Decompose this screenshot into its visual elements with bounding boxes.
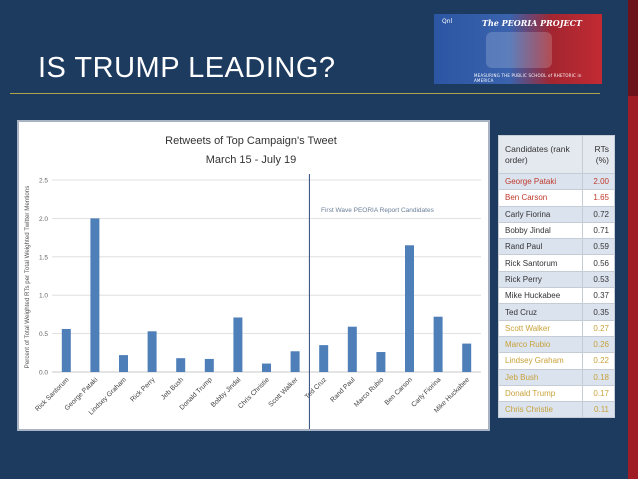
bar: [347, 326, 357, 372]
candidate-rt-value: 0.22: [581, 352, 616, 370]
candidate-rt-value: 0.17: [581, 384, 616, 403]
candidate-name: Rick Santorum: [498, 254, 583, 272]
candidate-rt-value: 0.59: [581, 238, 616, 256]
bar: [204, 358, 214, 372]
candidate-rt-value: 1.65: [581, 189, 616, 207]
candidate-rt-value: 0.56: [581, 254, 616, 272]
banner-brand-logo: Qnl: [442, 18, 453, 25]
rank-table-header-row: Candidates (rank order) RTs (%): [498, 135, 616, 174]
candidate-name: Marco Rubio: [498, 335, 583, 354]
candidate-rt-value: 0.26: [581, 335, 616, 354]
rank-table-row: Chris Christie 0.11: [498, 401, 616, 419]
x-tick-label: Scott Walker: [267, 376, 300, 409]
rank-table-row: Lindsey Graham 0.22: [498, 352, 616, 370]
y-axis-label: Percent of Total Weighted RTs per Total …: [24, 186, 31, 369]
candidate-rt-value: 0.35: [581, 303, 616, 321]
y-tick-label: 2.0: [39, 216, 48, 223]
y-tick-label: 0.5: [39, 331, 48, 338]
bar: [262, 363, 271, 372]
candidate-rt-value: 0.53: [581, 270, 616, 289]
right-accent-strip: [628, 0, 638, 479]
rank-table-row: Ted Cruz 0.35: [498, 303, 616, 321]
candidate-rt-value: 0.11: [581, 401, 616, 419]
candidate-name: Jeb Bush: [498, 368, 583, 386]
rank-table-row: George Pataki 2.00: [498, 172, 616, 191]
bar: [462, 343, 472, 372]
x-tick-label: Rick Perry: [129, 376, 157, 404]
rank-table-row: Jeb Bush 0.18: [498, 368, 616, 386]
chart-panel: Retweets of Top Campaign's Tweet March 1…: [17, 120, 490, 431]
candidate-name: Rand Paul: [498, 238, 583, 256]
x-tick-label: Ben Carson: [384, 376, 414, 406]
rank-table-container: Candidates (rank order) RTs (%) George P…: [498, 135, 616, 419]
y-tick-label: 2.5: [39, 178, 48, 185]
rts-header: RTs (%): [581, 135, 616, 174]
rank-table-row: Ben Carson 1.65: [498, 189, 616, 207]
us-map-icon: [486, 32, 552, 68]
y-tick-label: 1.0: [39, 293, 48, 300]
bar: [433, 316, 443, 372]
candidate-name: Carly Fiorina: [498, 205, 583, 223]
y-tick-label: 1.5: [39, 254, 48, 261]
bar: [233, 317, 243, 372]
candidate-rt-value: 0.37: [581, 287, 616, 305]
candidate-name: Donald Trump: [498, 384, 583, 403]
slide-title: IS TRUMP LEADING?: [38, 52, 336, 84]
candidate-rank-table: Candidates (rank order) RTs (%) George P…: [498, 135, 616, 419]
bar: [376, 352, 386, 372]
candidate-name: Bobby Jindal: [498, 221, 583, 240]
chart-subtitle: March 15 - July 19: [206, 154, 296, 166]
bar: [290, 351, 300, 372]
title-divider: [10, 93, 600, 94]
x-tick-label: Jeb Bush: [160, 376, 185, 401]
rank-table-row: Carly Fiorina 0.72: [498, 205, 616, 223]
bar: [90, 218, 100, 372]
candidate-name: Ted Cruz: [498, 303, 583, 321]
candidate-name: Ben Carson: [498, 189, 583, 207]
candidate-name: Lindsey Graham: [498, 352, 583, 370]
bar: [319, 345, 329, 372]
candidate-name: Rick Perry: [498, 270, 583, 289]
rank-table-row: Scott Walker 0.27: [498, 319, 616, 337]
candidate-name: George Pataki: [498, 172, 583, 191]
rank-table-row: Marco Rubio 0.26: [498, 335, 616, 354]
rank-table-row: Rick Santorum 0.56: [498, 254, 616, 272]
candidate-rt-value: 0.18: [581, 368, 616, 386]
candidate-rt-value: 2.00: [581, 172, 616, 191]
bar: [405, 245, 414, 372]
rank-table-body: George Pataki 2.00 Ben Carson 1.65 Carly Fio…: [498, 172, 616, 419]
rank-table-row: Bobby Jindal 0.71: [498, 221, 616, 240]
candidate-rt-value: 0.71: [581, 221, 616, 240]
banner-project-name: The PEORIA PROJECT: [482, 18, 582, 28]
rank-table-row: Rick Perry 0.53: [498, 270, 616, 289]
candidates-header: Candidates (rank order): [498, 135, 583, 174]
rank-table-row: Mike Huckabee 0.37: [498, 287, 616, 305]
y-tick-label: 0.0: [39, 370, 48, 377]
candidate-name: Scott Walker: [498, 319, 583, 337]
x-tick-label: Ted Cruz: [304, 376, 329, 401]
peoria-project-banner: Qnl The PEORIA PROJECT MEASURING THE PUB…: [434, 14, 602, 84]
candidate-name: Chris Christie: [498, 401, 583, 419]
bar: [176, 358, 186, 372]
bar: [61, 328, 71, 372]
chart-title: Retweets of Top Campaign's Tweet: [165, 135, 337, 147]
banner-tagline: MEASURING THE PUBLIC SCHOOL of RHETORIC …: [474, 73, 582, 83]
first-wave-annotation: First Wave PEORIA Report Candidates: [321, 207, 435, 214]
candidate-name: Mike Huckabee: [498, 287, 583, 305]
bar-chart: Retweets of Top Campaign's Tweet March 1…: [24, 135, 481, 429]
bar: [147, 331, 157, 372]
candidate-rt-value: 0.72: [581, 205, 616, 223]
rank-table-row: Rand Paul 0.59: [498, 238, 616, 256]
right-accent-strip-top: [628, 0, 638, 96]
x-tick-label: Marco Rubio: [353, 376, 385, 408]
bar: [119, 355, 128, 372]
rank-table-row: Donald Trump 0.17: [498, 384, 616, 403]
x-tick-label: Rand Paul: [329, 376, 357, 404]
candidate-rt-value: 0.27: [581, 319, 616, 337]
